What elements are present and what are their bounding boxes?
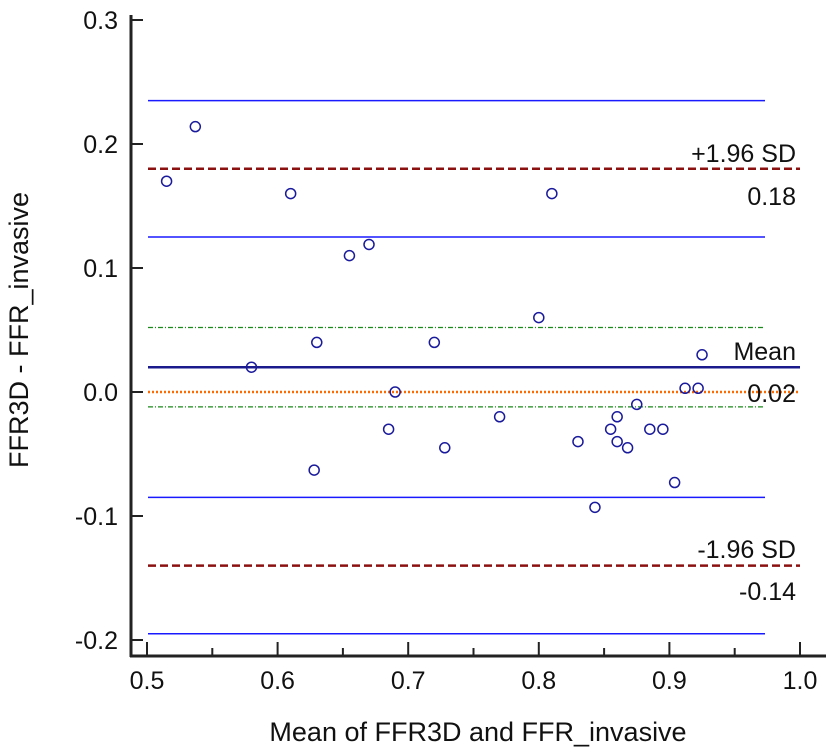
data-point <box>439 442 451 454</box>
data-point <box>668 476 681 489</box>
mean-label: Mean <box>733 338 796 366</box>
data-point <box>644 423 656 435</box>
data-point <box>428 336 441 349</box>
x-tick-label: 0.6 <box>260 667 295 695</box>
x-tick-label: 1.0 <box>783 667 818 695</box>
data-point <box>308 464 320 476</box>
data-point <box>631 398 643 411</box>
data-point <box>311 336 323 349</box>
y-tick-label: -0.1 <box>75 503 118 531</box>
data-point <box>189 120 202 133</box>
data-point <box>621 442 634 454</box>
upper-loa-value: 0.18 <box>747 183 796 211</box>
y-tick-label: 0.1 <box>83 255 118 283</box>
x-axis-label: Mean of FFR3D and FFR_invasive <box>269 717 686 747</box>
data-point <box>533 311 545 324</box>
x-tick-label: 0.5 <box>130 667 165 695</box>
data-point <box>284 187 297 200</box>
data-point <box>657 423 669 435</box>
y-tick-label: 0.2 <box>83 131 118 159</box>
data-point <box>382 423 395 435</box>
data-point <box>245 361 258 373</box>
data-point <box>696 349 708 361</box>
y-axis-label: FFR3D - FFR_invasive <box>4 192 34 468</box>
data-point <box>343 249 356 262</box>
x-tick-label: 0.7 <box>391 667 426 695</box>
data-point <box>611 411 623 423</box>
upper-loa-label: +1.96 SD <box>691 140 796 168</box>
data-point <box>589 501 601 514</box>
y-tick-label: 0.0 <box>83 379 118 407</box>
y-tick-label: -0.2 <box>75 627 118 655</box>
data-point <box>572 435 584 448</box>
mean-value: 0.02 <box>747 380 796 408</box>
y-tick-label: 0.3 <box>83 7 118 35</box>
x-tick-label: 0.8 <box>521 667 556 695</box>
data-point <box>692 382 704 395</box>
x-tick-label: 0.9 <box>652 667 687 695</box>
lower-loa-value: -0.14 <box>739 578 796 606</box>
lower-loa-label: -1.96 SD <box>697 536 796 564</box>
data-point <box>389 386 401 398</box>
data-point <box>493 411 506 423</box>
data-point <box>679 382 691 395</box>
data-point <box>363 238 375 251</box>
data-point <box>546 187 558 200</box>
data-point <box>160 175 173 187</box>
data-point <box>604 423 617 435</box>
data-point <box>611 435 623 448</box>
